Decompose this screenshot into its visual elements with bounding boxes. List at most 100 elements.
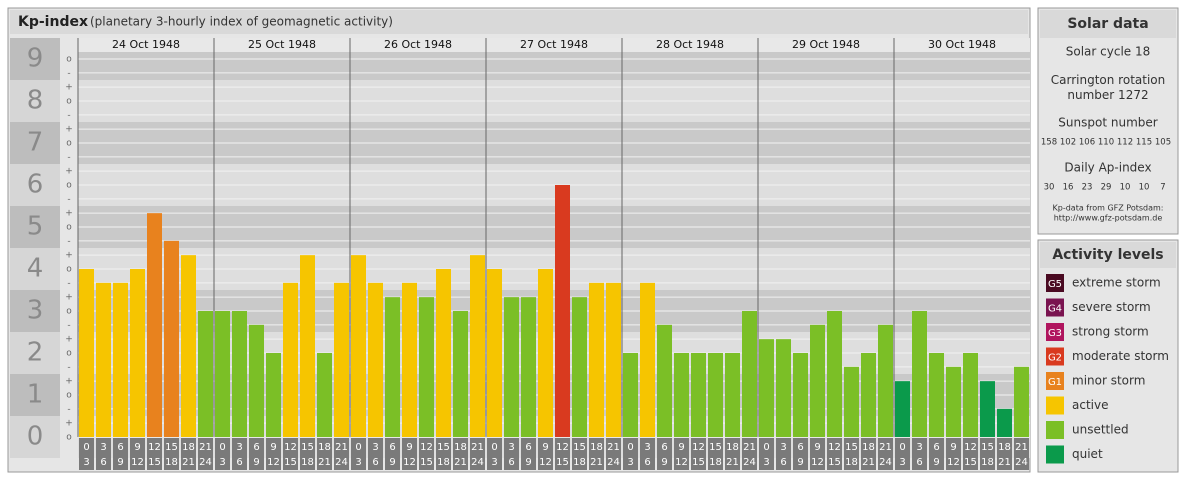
hour-start: 3	[508, 442, 514, 453]
solar-title-bar	[1040, 10, 1176, 38]
band	[10, 122, 60, 164]
legend-code: G1	[1048, 377, 1062, 388]
hour-start: 9	[950, 442, 956, 453]
hour-box	[912, 438, 927, 470]
hour-box	[674, 438, 689, 470]
hour-start: 9	[270, 442, 276, 453]
band	[10, 80, 60, 122]
hour-end: 3	[219, 457, 225, 468]
y-tick-label: 2	[27, 338, 44, 368]
hour-end: 24	[1015, 457, 1028, 468]
bar	[776, 339, 791, 437]
legend-label: unsettled	[1072, 423, 1129, 437]
hour-box	[504, 438, 519, 470]
solar-cycle: Solar cycle 18	[1066, 45, 1151, 59]
hour-box	[606, 438, 621, 470]
hour-start: 6	[117, 442, 123, 453]
hour-box	[317, 438, 332, 470]
y-tick-label: 7	[27, 128, 44, 158]
hour-end: 15	[148, 457, 161, 468]
bar	[130, 269, 145, 437]
date-label: 24 Oct 1948	[112, 38, 180, 51]
minor-tick-label: +	[65, 125, 73, 135]
bar	[759, 339, 774, 437]
bar	[1014, 366, 1029, 437]
hour-start: 0	[899, 442, 905, 453]
sunspot-number: 110	[1098, 138, 1114, 148]
bar	[419, 297, 434, 437]
hour-end: 18	[981, 457, 994, 468]
bar	[181, 255, 196, 437]
hour-start: 3	[780, 442, 786, 453]
legend-swatch	[1046, 347, 1064, 366]
minor-tick-label: o	[66, 55, 72, 65]
y-tick-label: 6	[27, 170, 44, 200]
minor-tick-label: -	[67, 404, 70, 414]
bar	[266, 353, 281, 437]
legend-label: severe storm	[1072, 300, 1151, 314]
band	[10, 164, 60, 206]
y-tick-label: 3	[27, 296, 44, 326]
hour-start: 15	[845, 442, 858, 453]
minor-tick-label: o	[66, 391, 72, 401]
legend-swatch	[1046, 372, 1064, 390]
minor-tick-label: o	[66, 97, 72, 107]
legend-label: minor storm	[1072, 374, 1145, 388]
legend-label: quiet	[1072, 447, 1103, 461]
hour-box	[963, 438, 978, 470]
bar	[742, 311, 757, 437]
y-tick-label: 4	[27, 254, 44, 284]
date-label: 30 Oct 1948	[928, 38, 996, 51]
hour-box	[198, 438, 213, 470]
bar	[79, 269, 94, 437]
hour-start: 9	[134, 442, 140, 453]
bar	[147, 213, 162, 437]
date-label: 25 Oct 1948	[248, 38, 316, 51]
hour-start: 6	[933, 442, 939, 453]
bar	[470, 255, 485, 437]
hour-end: 9	[797, 457, 803, 468]
hour-box	[538, 438, 553, 470]
bar	[878, 324, 893, 437]
ap-label: Daily Ap-index	[1064, 161, 1151, 175]
hour-end: 3	[83, 457, 89, 468]
hour-end: 3	[899, 457, 905, 468]
legend-code: G5	[1048, 279, 1062, 290]
bar	[249, 324, 264, 437]
hour-box	[640, 438, 655, 470]
legend-swatch	[1046, 445, 1064, 464]
hour-start: 12	[828, 442, 841, 453]
bar	[317, 353, 332, 437]
bar	[198, 311, 213, 437]
hour-end: 15	[284, 457, 297, 468]
hour-box	[164, 438, 179, 470]
hour-start: 12	[556, 442, 569, 453]
hour-start: 6	[797, 442, 803, 453]
hour-box	[181, 438, 196, 470]
sunspot-number: 106	[1079, 138, 1095, 148]
bar	[164, 240, 179, 437]
hour-end: 6	[644, 457, 650, 468]
bar	[351, 255, 366, 437]
hour-start: 21	[607, 442, 620, 453]
hour-start: 12	[420, 442, 433, 453]
ap-value: 23	[1082, 183, 1093, 193]
hour-box	[555, 438, 570, 470]
band	[10, 416, 60, 458]
bar	[589, 282, 604, 437]
hour-end: 15	[692, 457, 705, 468]
hour-start: 0	[219, 442, 225, 453]
hour-start: 15	[573, 442, 586, 453]
hour-box	[895, 438, 910, 470]
legend-code: G3	[1048, 328, 1062, 339]
hour-end: 12	[947, 457, 960, 468]
bar	[912, 311, 927, 437]
hour-end: 6	[100, 457, 106, 468]
hour-box	[487, 438, 502, 470]
bar	[691, 353, 706, 437]
hour-start: 21	[471, 442, 484, 453]
bar	[385, 297, 400, 437]
minor-tick-label: o	[66, 307, 72, 317]
minor-tick-label: -	[67, 278, 70, 288]
hour-box	[759, 438, 774, 470]
